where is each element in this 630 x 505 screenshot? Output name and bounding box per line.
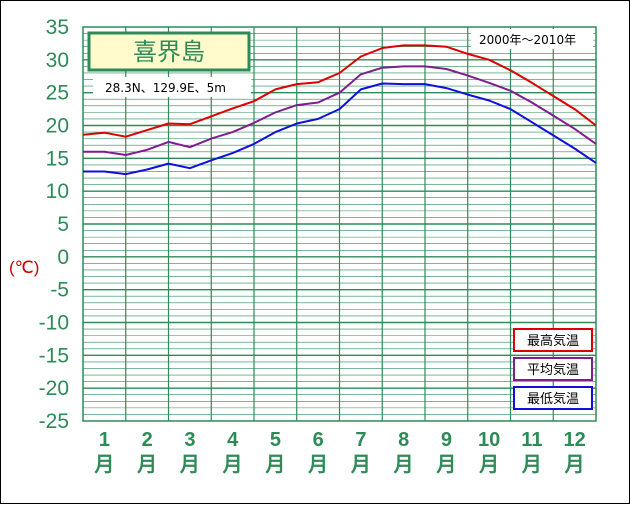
x-tick-label: 5 <box>270 429 281 451</box>
series-line <box>82 44 597 138</box>
x-tick-labels: 1 月 2 月 3 月 4 月 5 月 6 月 7 月 8 月 9 月 10 月 11 月 12 月 <box>93 429 585 476</box>
y-tick-label: 20 <box>46 115 69 138</box>
x-tick-suffix: 月 <box>564 454 585 476</box>
period-label: 2000年～2010年 <box>479 33 576 47</box>
legend-label: 最高気温 <box>527 333 579 349</box>
location-box: 28.3N、129.9E、5m <box>93 77 251 97</box>
x-tick-label: 9 <box>441 429 452 451</box>
x-tick-label: 4 <box>227 429 239 451</box>
x-tick-label: 8 <box>398 429 409 451</box>
x-tick-label: 1 <box>99 429 110 451</box>
title-box: 喜界島 <box>87 31 251 72</box>
x-tick-suffix: 月 <box>307 454 328 476</box>
x-tick-suffix: 月 <box>264 454 285 476</box>
legend-entry <box>513 357 593 381</box>
y-axis-unit: (℃) <box>9 258 39 277</box>
x-tick-label: 11 <box>521 429 542 451</box>
series-lines <box>82 44 597 176</box>
y-tick-label: 35 <box>46 16 69 39</box>
y-tick-label: 25 <box>46 82 69 105</box>
x-tick-suffix: 月 <box>136 454 157 476</box>
location-label: 28.3N、129.9E、5m <box>105 81 226 95</box>
x-tick-suffix: 月 <box>435 454 456 476</box>
x-tick-suffix: 月 <box>222 454 243 476</box>
x-tick-suffix: 月 <box>478 454 499 476</box>
x-tick-label: 6 <box>313 429 324 451</box>
y-tick-label: -25 <box>39 410 69 433</box>
x-tick-label: 12 <box>564 429 586 451</box>
y-tick-label: -20 <box>39 377 69 400</box>
y-tick-label: 10 <box>46 180 69 203</box>
x-tick-suffix: 月 <box>521 454 542 476</box>
x-tick-suffix: 月 <box>93 454 114 476</box>
x-tick-label: 10 <box>478 429 500 451</box>
x-tick-suffix: 月 <box>393 454 414 476</box>
period-box: 2000年～2010年 <box>471 29 593 49</box>
y-tick-label: -15 <box>39 344 69 367</box>
legend-entry <box>513 386 593 410</box>
legend-entry <box>513 328 593 352</box>
legend-label: 平均気温 <box>527 362 579 378</box>
x-tick-label: 3 <box>184 429 195 451</box>
y-tick-labels: 35 30 25 20 15 10 5 0 -5 -10 -15 -20 -25 <box>39 16 69 433</box>
chart-title: 喜界島 <box>133 38 205 66</box>
series-line <box>83 82 597 176</box>
series-line <box>83 65 597 156</box>
x-tick-suffix: 月 <box>179 454 200 476</box>
y-tick-label: -5 <box>50 279 69 302</box>
x-tick-label: 2 <box>142 429 153 451</box>
y-tick-label: 0 <box>57 246 69 269</box>
y-tick-label: -10 <box>39 312 69 335</box>
y-tick-label: 5 <box>57 213 69 236</box>
x-tick-suffix: 月 <box>350 454 371 476</box>
y-tick-label: 15 <box>46 147 69 170</box>
x-tick-label: 7 <box>355 429 366 451</box>
y-tick-label: 30 <box>46 49 69 72</box>
legend-label: 最低気温 <box>527 391 579 407</box>
